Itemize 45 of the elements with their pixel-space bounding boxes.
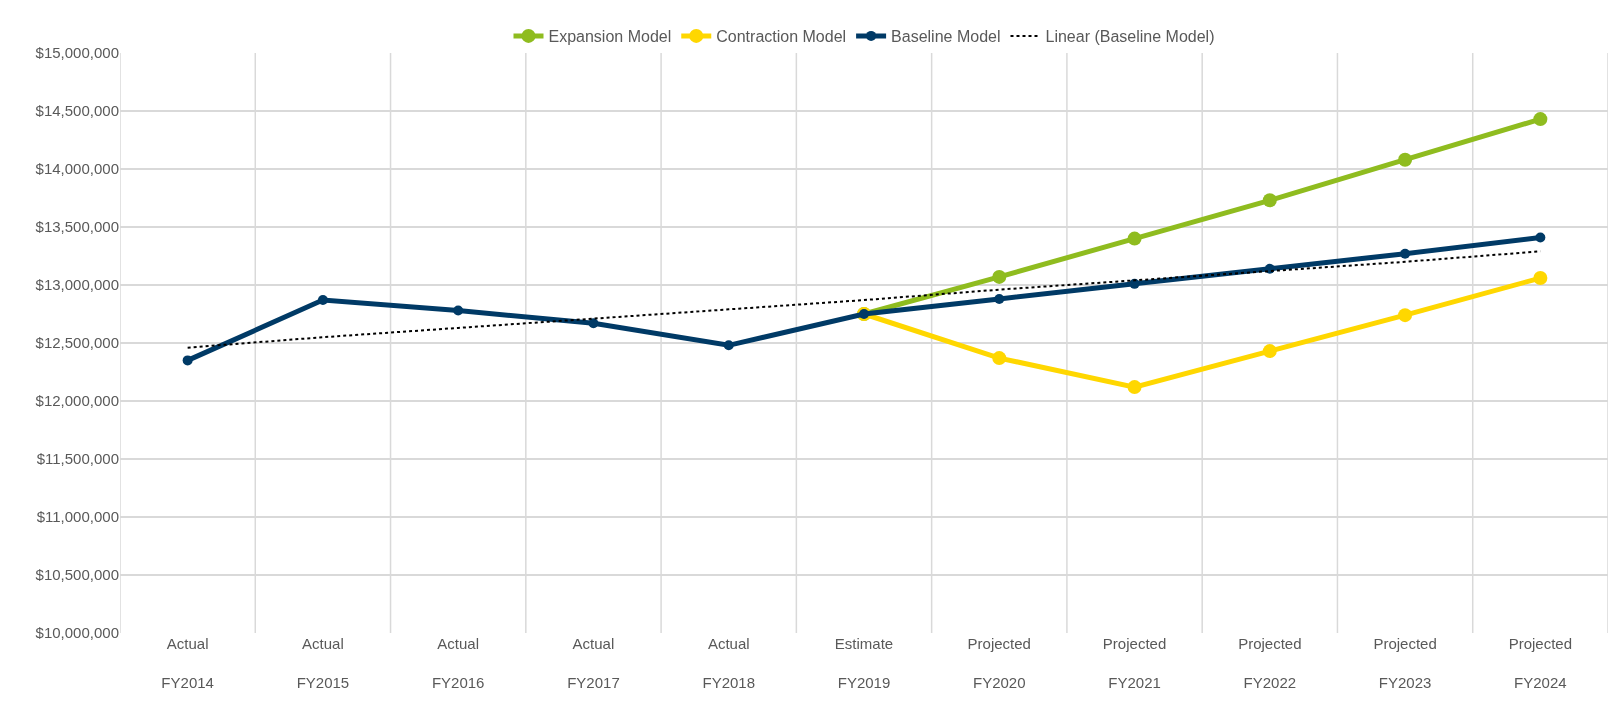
category-label: Actual FY2018: [702, 635, 755, 691]
point: [992, 269, 1007, 284]
point: [1533, 112, 1548, 127]
category-label: Projected FY2020: [967, 635, 1031, 691]
point: [588, 318, 599, 329]
point: [453, 305, 464, 316]
y-tick-label: $10,500,000: [35, 566, 119, 584]
category-label: Actual FY2015: [296, 635, 350, 691]
y-tick-label: $12,500,000: [35, 334, 119, 352]
category-label: Projected FY2022: [1238, 635, 1302, 691]
category-label: Estimate FY2019: [834, 635, 894, 691]
point: [1127, 380, 1142, 395]
legend-label: Contraction Model: [716, 28, 847, 46]
point: [1129, 278, 1140, 289]
category-label: Projected FY2024: [1508, 635, 1573, 691]
y-tick-label: $13,500,000: [35, 218, 119, 236]
y-tick-label: $14,000,000: [35, 160, 119, 178]
point: [1398, 308, 1413, 323]
category-label: Projected FY2023: [1373, 635, 1437, 691]
y-tick-label: $10,000,000: [35, 624, 119, 642]
y-tick-label: $13,000,000: [35, 276, 119, 294]
point: [994, 293, 1005, 304]
legend-label: Expansion Model: [548, 28, 672, 46]
legend-label: Linear (Baseline Model): [1045, 28, 1215, 46]
category-label: Actual FY2017: [567, 635, 620, 691]
point: [1533, 271, 1548, 286]
category-label: Projected FY2021: [1102, 635, 1167, 691]
category-label: Actual FY2014: [161, 635, 214, 691]
point: [182, 355, 193, 366]
point: [1262, 193, 1277, 208]
y-tick-label: $11,000,000: [36, 508, 119, 526]
point: [1400, 248, 1411, 259]
category-label: Actual FY2016: [431, 635, 485, 691]
point: [1127, 231, 1142, 246]
y-tick-label: $12,000,000: [35, 392, 119, 410]
point: [317, 295, 328, 306]
y-tick-label: $11,500,000: [36, 450, 119, 468]
legend-label: Baseline Model: [891, 28, 1001, 46]
y-tick-label: $14,500,000: [35, 102, 119, 120]
y-tick-label: $15,000,000: [35, 44, 119, 62]
point: [992, 351, 1007, 366]
point: [1535, 232, 1546, 243]
point: [1262, 344, 1277, 359]
point: [723, 340, 734, 351]
point: [1398, 152, 1413, 167]
